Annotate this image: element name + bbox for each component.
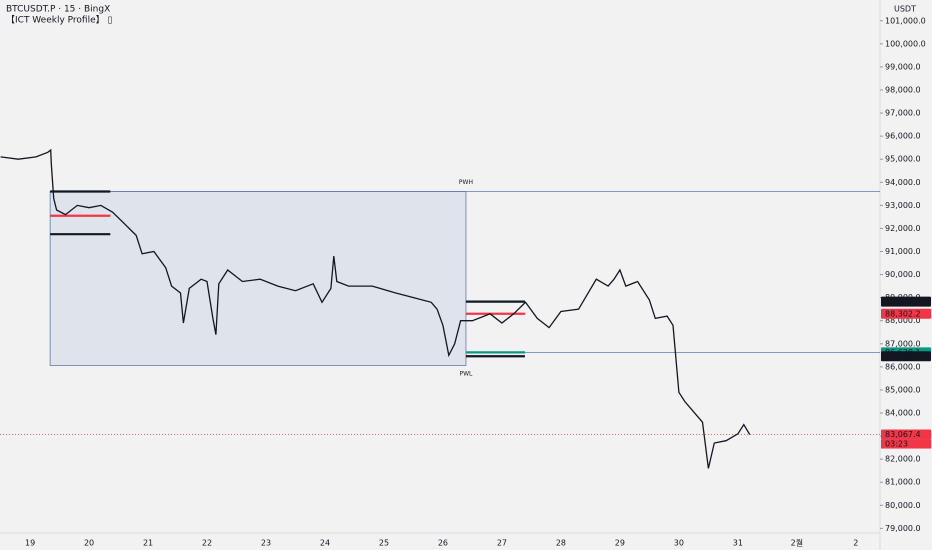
- y-tick-label: 97,000.0: [885, 109, 921, 118]
- y-tick-label: 85,000.0: [885, 385, 921, 394]
- x-tick-label: 23: [261, 539, 271, 548]
- price-label-box: [881, 308, 931, 319]
- y-tick-label: 92,000.0: [885, 224, 921, 233]
- indicator-name: 【ICT Weekly Profile】 ▯: [6, 15, 112, 26]
- y-tick-label: 87,000.0: [885, 339, 921, 348]
- y-tick-label: 80,000.0: [885, 501, 921, 510]
- y-tick-label: 96,000.0: [885, 132, 921, 141]
- y-tick-label: 93,000.0: [885, 201, 921, 210]
- countdown: 03:23: [885, 440, 908, 449]
- weekly-range-box: [49, 191, 467, 366]
- y-tick-label: 82,000.0: [885, 455, 921, 464]
- x-tick-label: 28: [556, 539, 566, 548]
- x-tick-label: 2월: [791, 538, 803, 548]
- y-tick-label: 88,000.0: [885, 316, 921, 325]
- x-tick-label: 24: [320, 539, 330, 548]
- price-label: 88,828.2: [885, 297, 921, 306]
- y-tick-label: 94,000.0: [885, 178, 921, 187]
- price-label: 86,459.6: [885, 352, 921, 361]
- x-tick-label: 22: [202, 539, 212, 548]
- currency-label: USDT: [894, 5, 916, 14]
- price-label-box: [881, 429, 931, 440]
- y-tick-label: 90,000.0: [885, 270, 921, 279]
- y-tick-label: 91,000.0: [885, 247, 921, 256]
- price-label-box: [881, 296, 931, 307]
- price-label-box: [881, 351, 931, 362]
- x-tick-label: 31: [733, 539, 743, 548]
- x-tick-label: 20: [84, 539, 94, 548]
- y-tick-label: 86,000.0: [885, 362, 921, 371]
- y-tick-label: 79,000.0: [885, 524, 921, 533]
- x-tick-label: 2: [853, 539, 858, 548]
- y-tick-label: 99,000.0: [885, 62, 921, 71]
- x-tick-label: 21: [143, 539, 153, 548]
- y-tick-label: 100,000.0: [885, 39, 926, 48]
- chart-title: BTCUSDT.P · 15 · BingX: [6, 5, 110, 15]
- x-tick-label: 30: [674, 539, 684, 548]
- y-tick-label: 101,000.0: [885, 16, 926, 25]
- y-tick-label: 81,000.0: [885, 478, 921, 487]
- x-tick-label: 29: [615, 539, 625, 548]
- x-tick-label: 25: [379, 539, 389, 548]
- y-tick-label: 98,000.0: [885, 85, 921, 94]
- y-tick-label: 95,000.0: [885, 155, 921, 164]
- price-label: 88,302.2: [885, 309, 921, 318]
- x-tick-label: 26: [438, 539, 448, 548]
- x-tick-label: 19: [25, 539, 35, 548]
- x-tick-label: 27: [497, 539, 507, 548]
- price-label: 83,067.4: [885, 430, 921, 439]
- price-line: [0, 148, 751, 469]
- countdown-box: [881, 439, 931, 449]
- annotation: PWH: [459, 179, 473, 186]
- annotation: PWL: [459, 370, 473, 377]
- y-tick-label: 84,000.0: [885, 409, 921, 418]
